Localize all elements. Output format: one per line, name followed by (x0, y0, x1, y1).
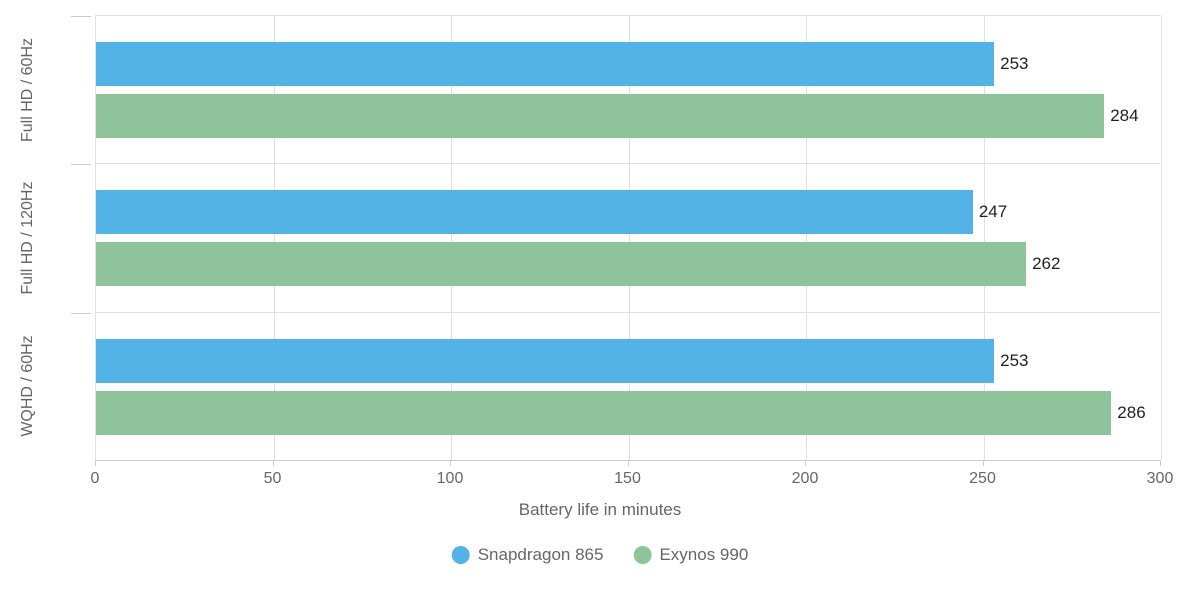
category-group: Full HD / 60Hz253284 (96, 15, 1160, 163)
legend-item-snapdragon: Snapdragon 865 (452, 545, 604, 565)
bar-snapdragon: 253 (96, 339, 994, 383)
x-tick (628, 460, 629, 466)
bar-exynos: 262 (96, 242, 1026, 286)
bar-value-label: 253 (1000, 351, 1028, 371)
x-tick-label: 250 (969, 470, 996, 488)
bar-value-label: 247 (979, 202, 1007, 222)
legend-label-snapdragon: Snapdragon 865 (478, 545, 604, 565)
x-tick-label: 150 (614, 470, 641, 488)
bar-value-label: 284 (1110, 106, 1138, 126)
category-group: WQHD / 60Hz253286 (96, 312, 1160, 460)
bar-value-label: 286 (1117, 403, 1145, 423)
x-tick (450, 460, 451, 466)
x-tick-label: 300 (1147, 470, 1174, 488)
category-group: Full HD / 120Hz247262 (96, 163, 1160, 311)
legend-label-exynos: Exynos 990 (659, 545, 748, 565)
legend-item-exynos: Exynos 990 (633, 545, 748, 565)
bar-snapdragon: 247 (96, 190, 973, 234)
plot-area: Full HD / 60Hz253284Full HD / 120Hz24726… (95, 15, 1160, 460)
bar-value-label: 262 (1032, 254, 1060, 274)
y-tick (71, 164, 91, 176)
bar-snapdragon: 253 (96, 42, 994, 86)
category-label: Full HD / 120Hz (19, 178, 37, 298)
x-tick-label: 50 (264, 470, 282, 488)
battery-life-chart: Full HD / 60Hz 253 284 Full HD / 120Hz 247 26… (0, 0, 1200, 600)
legend-dot-exynos (633, 546, 651, 564)
bar-value-label: 253 (1000, 54, 1028, 74)
x-tick (95, 460, 96, 466)
x-tick-label: 0 (91, 470, 100, 488)
gridline (1161, 15, 1162, 460)
x-tick (273, 460, 274, 466)
x-tick-label: 200 (792, 470, 819, 488)
x-axis: 050100150200250300 (95, 460, 1160, 461)
x-tick (1160, 460, 1161, 466)
legend-dot-snapdragon (452, 546, 470, 564)
category-label: WQHD / 60Hz (19, 326, 37, 446)
bar-exynos: 284 (96, 94, 1104, 138)
x-tick (983, 460, 984, 466)
x-tick (805, 460, 806, 466)
bar-exynos: 286 (96, 391, 1111, 435)
category-label: Full HD / 60Hz (19, 30, 37, 150)
legend: Snapdragon 865 Exynos 990 (452, 545, 749, 565)
x-tick-label: 100 (437, 470, 464, 488)
x-axis-label: Battery life in minutes (519, 500, 682, 520)
y-tick (71, 313, 91, 325)
y-tick (71, 16, 91, 28)
